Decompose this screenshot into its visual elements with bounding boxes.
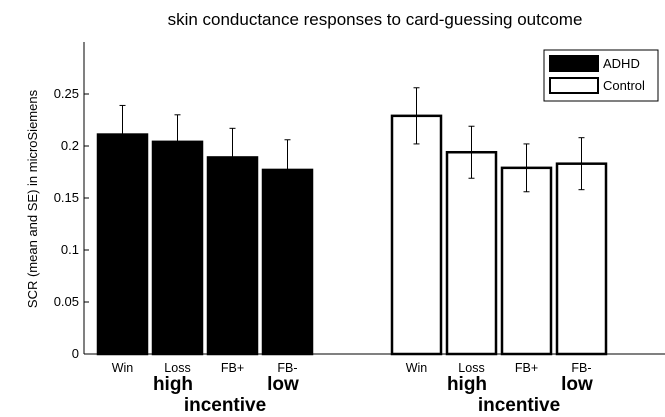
- legend-swatch-adhd: [549, 55, 599, 72]
- legend: ADHD Control: [543, 49, 659, 102]
- y-tick-label: 0.25: [54, 86, 79, 101]
- bar-control-loss: [445, 150, 498, 356]
- bars-layer: [96, 114, 608, 356]
- group-label-high: high: [447, 374, 487, 395]
- bar-adhd-win: [96, 133, 149, 356]
- legend-label-control: Control: [603, 78, 645, 93]
- group-label-low: low: [267, 374, 299, 395]
- legend-label-adhd: ADHD: [603, 56, 640, 71]
- x-tick-labels: Win Loss FB+ FB- Win Loss FB+ FB-: [112, 361, 592, 375]
- y-tick-label: 0.15: [54, 190, 79, 205]
- bar-adhd-loss: [151, 140, 204, 356]
- legend-swatch-control: [549, 77, 599, 94]
- x-tick-label: FB-: [277, 361, 297, 375]
- y-ticks: 0 0.05 0.1 0.15 0.2 0.25: [54, 86, 89, 361]
- group-label-high: high: [153, 374, 193, 395]
- chart-title: skin conductance responses to card-guess…: [168, 10, 583, 29]
- x-tick-label: Win: [406, 361, 428, 375]
- y-tick-label: 0.05: [54, 294, 79, 309]
- x-tick-label: Win: [112, 361, 134, 375]
- x-tick-label: Loss: [164, 361, 190, 375]
- group-label-low: low: [561, 374, 593, 395]
- x-tick-label: FB+: [221, 361, 244, 375]
- x-tick-label: Loss: [458, 361, 484, 375]
- bar-control-fbminus: [555, 162, 608, 356]
- bar-control-win: [390, 114, 443, 356]
- bar-adhd-fbplus: [206, 156, 259, 356]
- y-axis-label: SCR (mean and SE) in microSiemens: [25, 89, 40, 308]
- y-tick-label: 0.2: [61, 138, 79, 153]
- y-tick-label: 0: [72, 346, 79, 361]
- bar-control-fbplus: [500, 166, 553, 356]
- group-label-incentive: incentive: [478, 395, 560, 416]
- y-tick-label: 0.1: [61, 242, 79, 257]
- errorbars-layer: [119, 87, 585, 201]
- x-tick-label: FB-: [571, 361, 591, 375]
- group-label-incentive: incentive: [184, 395, 266, 416]
- x-tick-label: FB+: [515, 361, 538, 375]
